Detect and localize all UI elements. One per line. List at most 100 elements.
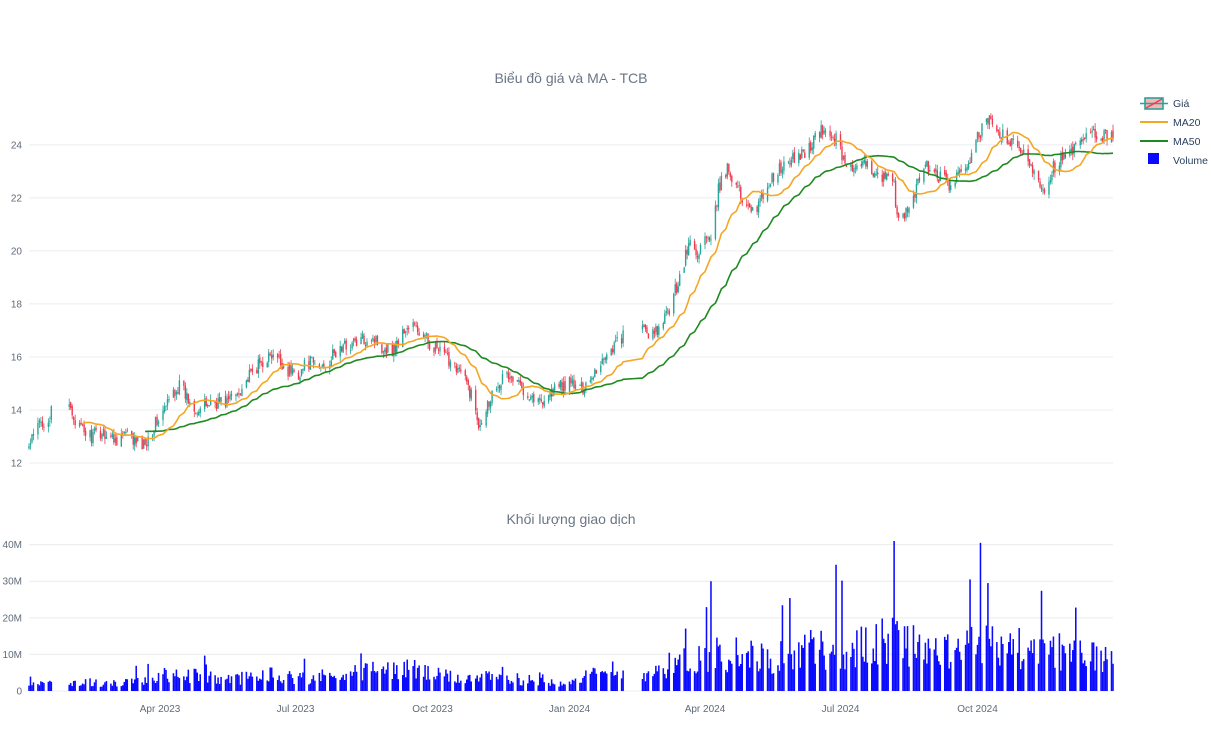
volume-bar <box>936 655 939 691</box>
legend-item-ma20[interactable]: MA20 <box>1140 117 1201 129</box>
candle-body <box>981 123 983 137</box>
candle-body <box>1112 130 1114 139</box>
candle-body <box>948 181 950 191</box>
candle-body <box>882 173 885 182</box>
candle-body <box>166 399 169 406</box>
volume-bar <box>943 636 946 691</box>
candle-body <box>696 255 699 258</box>
candle-body <box>218 397 221 404</box>
candle-body <box>364 345 367 347</box>
volume-bar <box>443 676 446 691</box>
volume-bar <box>236 674 239 691</box>
candle-body <box>480 423 483 425</box>
volume-bar <box>330 675 333 691</box>
volume-bar <box>186 676 188 691</box>
volume-bar <box>789 598 791 691</box>
candle-body <box>475 389 477 411</box>
volume-bar <box>1007 642 1010 691</box>
candle-body <box>954 182 956 187</box>
candle-body <box>415 325 417 327</box>
volume-bar <box>729 660 732 691</box>
volume-bar <box>766 649 769 691</box>
volume-bar <box>291 678 294 691</box>
volume-bar <box>595 673 598 691</box>
volume-bar <box>83 684 85 691</box>
volume-bar <box>839 668 842 691</box>
volume-bar <box>777 665 779 691</box>
volume-bar <box>449 670 452 691</box>
candle-body <box>238 393 240 395</box>
legend-item-ma50[interactable]: MA50 <box>1140 136 1201 148</box>
candle-body <box>486 400 489 414</box>
volume-bar <box>710 581 712 691</box>
volume-y-tick-label: 20M <box>3 613 22 624</box>
candle-body <box>798 152 800 164</box>
volume-bar <box>823 655 825 691</box>
volume-bar <box>1021 661 1023 691</box>
volume-bar <box>101 686 103 691</box>
volume-bar <box>912 625 915 691</box>
candle-body <box>783 161 785 171</box>
candle-body <box>105 436 108 439</box>
ma20-line <box>82 131 1114 440</box>
volume-bar <box>991 626 994 691</box>
candle-body <box>580 382 583 387</box>
volume-bar <box>47 681 50 691</box>
candle-body <box>1058 165 1061 173</box>
volume-bar <box>245 671 248 691</box>
volume-bar <box>366 663 368 691</box>
candle-body <box>396 340 398 353</box>
volume-bar <box>151 677 154 691</box>
candle-body <box>516 380 519 382</box>
legend-item-price[interactable]: Giá <box>1140 97 1190 110</box>
volume-bar <box>334 678 337 691</box>
candle-body <box>448 351 450 366</box>
volume-bar <box>68 684 70 691</box>
volume-bar <box>675 665 678 691</box>
candle-body <box>687 243 690 256</box>
volume-bar <box>363 667 365 691</box>
candle-body <box>540 399 542 402</box>
candle-body <box>778 163 781 174</box>
candle-body <box>894 180 897 207</box>
candle-body <box>224 396 227 407</box>
volume-bar <box>658 665 660 691</box>
volume-bar <box>290 674 292 691</box>
candle-body <box>372 337 374 341</box>
candle-body <box>1084 137 1086 140</box>
volume-bar <box>488 671 490 691</box>
candle-body <box>558 383 560 387</box>
volume-bar <box>547 682 550 691</box>
candle-body <box>863 159 866 163</box>
volume-bar <box>1070 661 1073 691</box>
candle-body <box>747 204 749 206</box>
volume-bar <box>768 668 770 691</box>
candle-body <box>479 424 481 428</box>
volume-bar <box>918 634 921 691</box>
volume-bar <box>360 653 362 691</box>
candle-body <box>381 344 383 353</box>
volume-bar <box>966 630 968 691</box>
candle-body <box>497 387 499 388</box>
candle-body <box>574 384 577 390</box>
candle-body <box>93 428 96 431</box>
volume-bar <box>302 672 304 691</box>
volume-bar <box>876 664 879 691</box>
candle-body <box>698 254 700 260</box>
candle-body <box>604 357 606 360</box>
candle-body <box>251 368 254 372</box>
volume-bar <box>329 672 331 691</box>
volume-bar <box>428 679 431 691</box>
candle-body <box>853 167 855 173</box>
candle-body <box>126 430 128 432</box>
volume-bar <box>1012 639 1015 691</box>
candle-body <box>282 366 285 369</box>
volume-bar <box>917 641 919 691</box>
candle-body <box>844 155 846 164</box>
candle-body <box>933 169 936 172</box>
legend-item-volume[interactable]: Volume <box>1148 153 1208 167</box>
legend[interactable]: Giá MA20 MA50 Volume <box>1140 97 1208 167</box>
candle-body <box>884 171 886 179</box>
volume-bar <box>476 675 478 691</box>
volume-bar <box>519 685 522 691</box>
